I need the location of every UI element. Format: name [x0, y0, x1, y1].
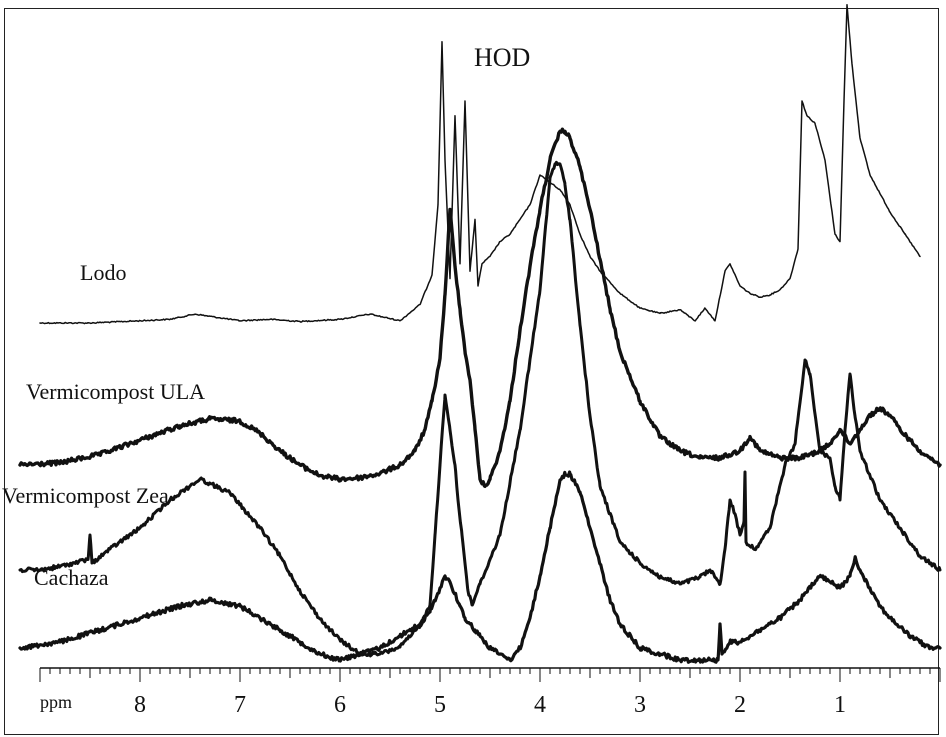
ppm-axis: 8 7 6 5 4 3 2 1 [39, 667, 941, 718]
x-tick-label: 8 [134, 692, 146, 718]
x-tick-label: 1 [834, 692, 846, 718]
x-tick-label: 7 [234, 692, 246, 718]
spectrum-traces [18, 4, 942, 664]
spectrum-line-cachaza [18, 470, 942, 664]
x-tick-label: 5 [434, 692, 446, 718]
hod-annotation: HOD [474, 43, 530, 72]
series-label-cachaza: Cachaza [34, 565, 109, 590]
x-axis-label: ppm [40, 692, 72, 712]
series-label-lodo: Lodo [80, 260, 126, 285]
series-labels: Lodo Vermicompost ULA Vermicompost Zea Cach… [2, 260, 205, 590]
series-label-vermicompost-ula: Vermicompost ULA [26, 379, 205, 404]
spectrum-line-vermicompost-ula [18, 127, 942, 488]
x-tick-label: 3 [634, 692, 646, 718]
spectrum-line-vermicompost-zea [18, 160, 942, 658]
x-tick-label: 4 [534, 692, 546, 718]
x-tick-label: 6 [334, 692, 346, 718]
series-label-vermicompost-zea: Vermicompost Zea [2, 483, 169, 508]
x-tick-label: 2 [734, 692, 746, 718]
spectrum-line-lodo [39, 4, 921, 325]
